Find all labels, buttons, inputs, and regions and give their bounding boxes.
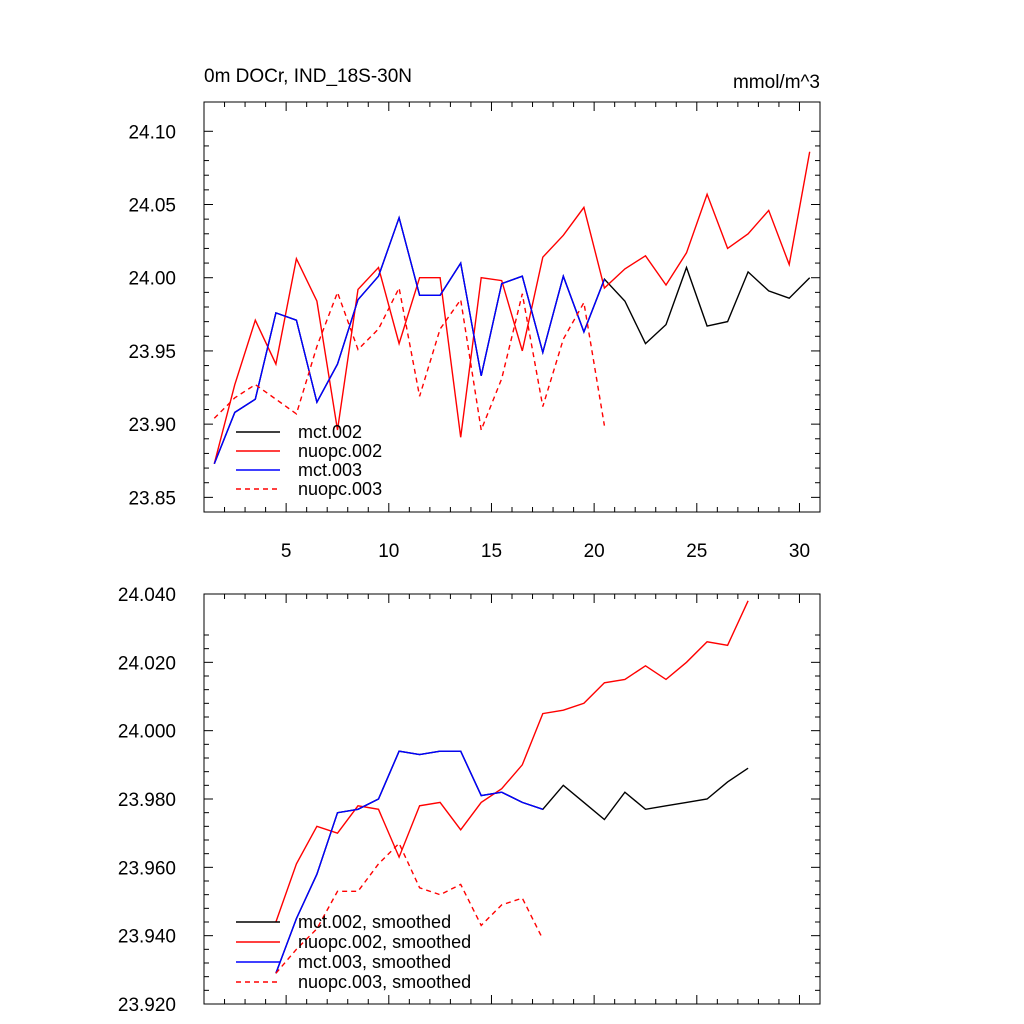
top-panel: 0m DOCr, IND_18S-30N mmol/m^3 5 10 15 20 25 3… bbox=[128, 66, 821, 562]
legend-label: nuopc.002 bbox=[298, 441, 382, 461]
top-panel-title: 0m DOCr, IND_18S-30N bbox=[204, 66, 412, 87]
y-tick-label: 24.020 bbox=[118, 653, 176, 674]
legend-label: mct.003 bbox=[298, 460, 362, 480]
series-line-nuopc-003 bbox=[213, 285, 606, 433]
x-tick-label: 30 bbox=[789, 541, 810, 562]
legend-label: mct.002 bbox=[298, 422, 362, 442]
legend-label: mct.002, smoothed bbox=[298, 912, 451, 932]
legend-label: nuopc.003, smoothed bbox=[298, 972, 471, 992]
y-tick-label: 24.00 bbox=[128, 269, 176, 290]
y-tick-label: 23.920 bbox=[118, 995, 176, 1016]
y-tick-label: 24.000 bbox=[118, 722, 176, 743]
top-panel-units: mmol/m^3 bbox=[733, 72, 820, 93]
x-tick-label: 25 bbox=[686, 541, 707, 562]
plot-frame bbox=[203, 101, 821, 513]
y-tick-label: 23.960 bbox=[118, 858, 176, 879]
series-line-nuopc-002-smoothed bbox=[275, 600, 749, 923]
x-tick-label: 10 bbox=[378, 541, 399, 562]
y-tick-label: 23.85 bbox=[128, 488, 176, 509]
series-line-mct-003-smoothed bbox=[275, 750, 544, 974]
x-tick-label: 20 bbox=[584, 541, 605, 562]
legend-label: mct.003, smoothed bbox=[298, 952, 451, 972]
series-line-mct-003 bbox=[213, 215, 606, 464]
legend-label: nuopc.002, smoothed bbox=[298, 932, 471, 952]
legend-label: nuopc.003 bbox=[298, 479, 382, 499]
series-line-nuopc-002 bbox=[213, 151, 811, 464]
y-tick-label: 24.040 bbox=[118, 585, 176, 606]
y-tick-label: 23.940 bbox=[118, 927, 176, 948]
plot-frame bbox=[203, 593, 821, 1005]
y-tick-label: 23.95 bbox=[128, 342, 176, 363]
y-tick-label: 24.05 bbox=[128, 196, 176, 217]
x-tick-label: 5 bbox=[281, 541, 292, 562]
y-tick-label: 23.980 bbox=[118, 790, 176, 811]
series-line-nuopc-003-smoothed bbox=[275, 842, 544, 974]
y-tick-label: 24.10 bbox=[128, 122, 176, 143]
bottom-panel: 23.920 23.940 23.960 23.980 24.000 24.020 24.0… bbox=[118, 585, 821, 1016]
x-tick-label: 15 bbox=[481, 541, 502, 562]
y-tick-label: 23.90 bbox=[128, 415, 176, 436]
